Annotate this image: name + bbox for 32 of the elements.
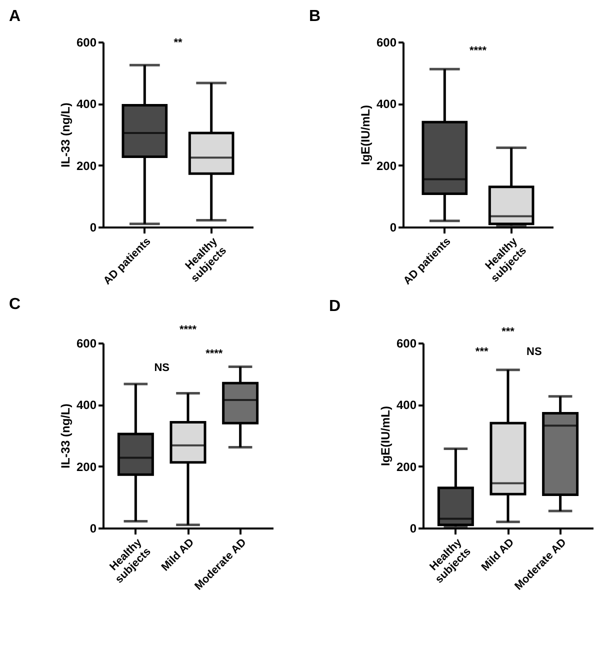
annotation: ****	[206, 348, 224, 360]
y-tick-label: 400	[76, 97, 97, 112]
y-axis-title: IL-33 (ng/L)	[58, 404, 72, 468]
annotation: ****	[469, 45, 488, 57]
annotation: ***	[475, 346, 489, 358]
chart-title: A	[8, 8, 21, 25]
chart-title: D	[328, 298, 341, 315]
y-axis-title: IgE(IU/mL)	[358, 105, 372, 165]
y-tick-label: 0	[390, 220, 397, 234]
chart-title: B	[308, 8, 321, 25]
y-tick-label: 400	[396, 398, 417, 412]
text: ****	[179, 324, 198, 336]
text: ***	[502, 326, 516, 338]
y-tick-label: 0	[90, 220, 97, 234]
y-tick-label: 0	[410, 522, 417, 536]
y-tick-label: 200	[376, 158, 397, 173]
chart-title: C	[8, 296, 21, 313]
annotation: **	[174, 37, 183, 49]
y-tick-label: 200	[76, 460, 97, 474]
y-axis-title: IgE(IU/mL)	[378, 406, 392, 466]
y-axis-title: IL-33 (ng/L)	[58, 102, 72, 168]
annotation: NS	[526, 346, 542, 358]
y-tick-label: 600	[76, 36, 97, 50]
y-tick-label: 600	[76, 336, 97, 350]
y-tick-label: 400	[76, 398, 97, 412]
y-tick-label: 600	[376, 36, 397, 50]
y-tick-label: 200	[76, 158, 97, 173]
y-tick-label: 200	[396, 460, 417, 474]
y-tick-label: 0	[90, 522, 97, 536]
y-tick-label: 600	[396, 336, 417, 350]
annotation: NS	[154, 362, 170, 374]
y-tick-label: 400	[376, 97, 397, 112]
